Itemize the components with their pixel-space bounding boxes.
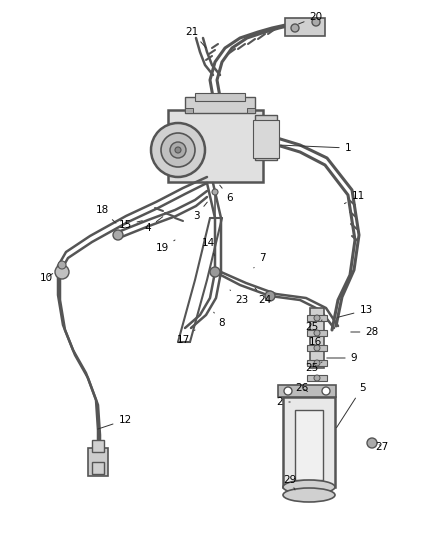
Text: 19: 19 — [155, 240, 175, 253]
Circle shape — [210, 267, 220, 277]
Circle shape — [265, 291, 275, 301]
Bar — [185, 97, 255, 113]
Circle shape — [314, 375, 320, 381]
Text: 10: 10 — [39, 273, 53, 283]
Text: 27: 27 — [375, 442, 389, 452]
Circle shape — [322, 387, 330, 395]
Ellipse shape — [175, 147, 181, 153]
Bar — [295, 410, 323, 480]
Bar — [195, 93, 245, 101]
Text: 18: 18 — [95, 205, 116, 223]
Circle shape — [291, 24, 299, 32]
Text: 29: 29 — [283, 475, 297, 490]
Text: 1: 1 — [281, 143, 351, 153]
Text: 4: 4 — [145, 217, 163, 233]
Text: 12: 12 — [98, 415, 132, 429]
Bar — [307, 315, 327, 321]
Circle shape — [367, 438, 377, 448]
Text: 28: 28 — [351, 327, 378, 337]
Bar — [253, 120, 279, 158]
Text: 2: 2 — [277, 397, 290, 407]
Text: 25: 25 — [305, 320, 322, 332]
Ellipse shape — [283, 488, 335, 502]
Circle shape — [55, 265, 69, 279]
Bar — [92, 462, 104, 474]
Text: 17: 17 — [177, 330, 195, 345]
Ellipse shape — [161, 133, 195, 167]
Bar — [88, 448, 108, 476]
Bar — [255, 115, 277, 160]
Bar — [307, 345, 327, 351]
Bar — [307, 375, 327, 381]
Text: 15: 15 — [118, 220, 142, 230]
Text: 20: 20 — [299, 12, 322, 24]
Circle shape — [113, 230, 123, 240]
Text: 9: 9 — [327, 353, 357, 363]
Circle shape — [212, 189, 218, 195]
Circle shape — [314, 330, 320, 336]
Text: 3: 3 — [193, 202, 207, 221]
Text: 13: 13 — [338, 305, 373, 317]
Text: 24: 24 — [255, 288, 272, 305]
Bar — [278, 385, 336, 397]
Circle shape — [312, 18, 320, 26]
Ellipse shape — [170, 142, 186, 158]
Text: 26: 26 — [295, 383, 309, 393]
Text: 11: 11 — [344, 191, 364, 204]
Ellipse shape — [151, 123, 205, 177]
Text: 25: 25 — [305, 362, 322, 373]
Text: 8: 8 — [214, 312, 225, 328]
Circle shape — [314, 315, 320, 321]
Text: 6: 6 — [220, 185, 233, 203]
Bar — [307, 360, 327, 366]
Ellipse shape — [283, 480, 335, 494]
Bar — [283, 397, 335, 487]
Text: 16: 16 — [308, 337, 321, 347]
Circle shape — [314, 345, 320, 351]
Bar — [285, 18, 325, 36]
Bar — [92, 440, 104, 452]
Circle shape — [314, 360, 320, 366]
Text: 23: 23 — [230, 290, 249, 305]
Bar — [168, 110, 263, 182]
Bar — [185, 108, 193, 113]
Bar — [310, 308, 324, 368]
Text: 21: 21 — [185, 27, 206, 48]
Text: 14: 14 — [201, 238, 215, 255]
Bar — [247, 108, 255, 113]
Text: 7: 7 — [254, 253, 265, 268]
Bar — [307, 330, 327, 336]
Circle shape — [284, 387, 292, 395]
Text: 5: 5 — [336, 383, 365, 427]
Circle shape — [58, 261, 66, 269]
